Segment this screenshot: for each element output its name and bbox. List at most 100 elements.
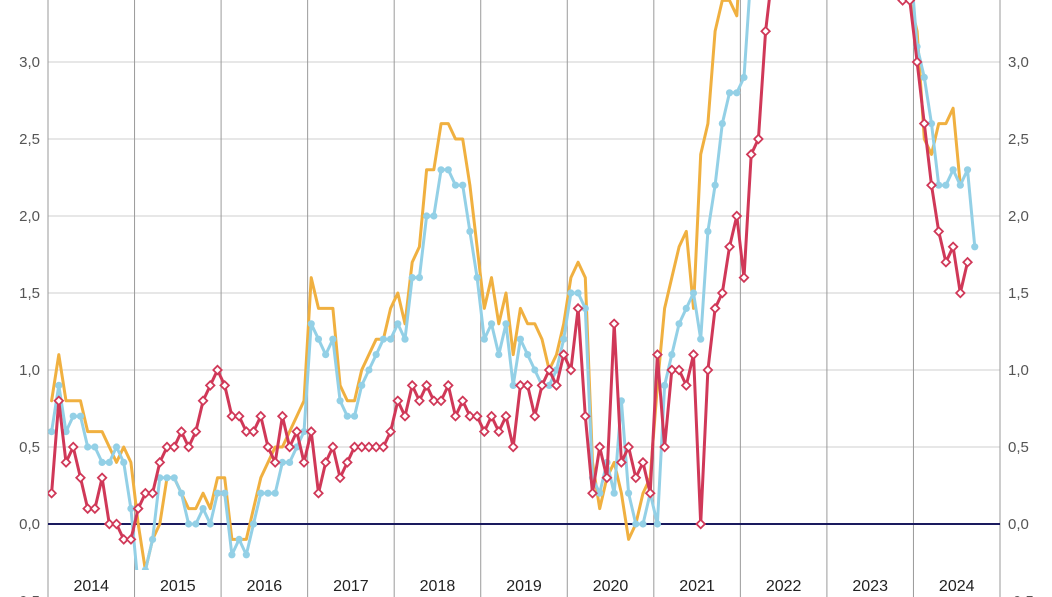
series-2-point	[84, 443, 92, 451]
series-2-point	[459, 181, 467, 189]
series-3-point	[82, 503, 94, 515]
series-3-point	[385, 426, 397, 438]
series-3-point	[514, 379, 526, 391]
y-tick-label-right: 2,0	[1008, 208, 1029, 225]
series-2-point	[495, 351, 503, 359]
series-2-point	[697, 335, 705, 343]
series-3-point	[377, 441, 389, 453]
series-3-point	[226, 410, 238, 422]
series-2-point	[235, 535, 243, 544]
x-tick-label-year: 2017	[333, 578, 369, 595]
series-3-point	[940, 256, 952, 268]
series-2-point	[711, 181, 719, 189]
y-tick-label-right: 3,0	[1008, 54, 1029, 71]
series-3-point	[248, 426, 260, 438]
series-3-point	[630, 472, 642, 484]
series-3-point	[161, 441, 173, 453]
series-3-point	[154, 456, 166, 468]
series-2-point	[632, 520, 640, 528]
series-3-point	[962, 256, 974, 268]
series-3-point	[587, 487, 598, 499]
series-3-point	[522, 379, 534, 391]
series-3-point	[269, 456, 281, 468]
series-2-point	[444, 166, 452, 174]
series-2-point	[199, 505, 207, 513]
series-3-point	[406, 379, 418, 391]
series-3-point	[197, 395, 209, 407]
series-3-point	[738, 272, 750, 284]
series-2-point	[112, 443, 121, 451]
series-3-point	[709, 302, 721, 314]
series-2-point	[725, 89, 734, 97]
series-2-point	[639, 520, 647, 528]
series-2-point	[206, 520, 214, 528]
series-3-point	[731, 210, 743, 222]
series-2-point	[401, 335, 409, 343]
series-2-point	[430, 212, 438, 220]
x-tick-label-year: 2018	[420, 578, 456, 595]
series-3-point	[349, 441, 360, 453]
series-3-point	[341, 456, 353, 468]
series-2-point	[502, 320, 510, 328]
series-3-point	[507, 441, 519, 453]
series-2-point	[509, 381, 517, 389]
series-3-point	[48, 487, 58, 499]
y-tick-label-left: 1,5	[19, 285, 40, 302]
series-3-point	[421, 379, 433, 391]
series-2-point	[949, 166, 957, 174]
series-3-point	[103, 518, 115, 530]
series-2-point	[451, 181, 460, 189]
series-3-point	[284, 441, 296, 453]
series-3-point	[897, 0, 909, 6]
series-2-point	[98, 458, 106, 466]
series-3-point	[60, 456, 72, 468]
series-3-point	[442, 379, 454, 391]
x-tick-label-year: 2019	[506, 578, 542, 595]
series-3-point	[464, 410, 476, 422]
x-tick-label-year: 2022	[766, 578, 802, 595]
series-2-point	[177, 489, 186, 497]
x-tick-label-year: 2020	[593, 578, 629, 595]
series-3-point	[255, 410, 267, 422]
series-3-point	[601, 472, 613, 484]
series-layer	[48, 0, 979, 570]
y-tick-label-left: 0,5	[19, 439, 40, 456]
series-2-point	[105, 458, 113, 466]
y-tick-label-right: -0,5	[1008, 593, 1034, 597]
series-3-point	[118, 533, 130, 545]
series-3-point	[579, 410, 591, 422]
series-3-point	[305, 426, 317, 438]
series-2-point	[480, 335, 488, 343]
series-2-point	[675, 320, 683, 328]
series-2-point	[531, 366, 539, 374]
series-3-point	[298, 456, 310, 468]
series-2-point	[213, 489, 222, 497]
y-tick-label-left: 2,5	[19, 131, 40, 148]
series-2-point	[379, 335, 387, 343]
series-2-point	[48, 428, 56, 436]
series-3-point	[724, 241, 736, 253]
series-2-point	[487, 320, 496, 328]
series-line-1	[50, 0, 962, 570]
series-3-point	[334, 472, 346, 484]
series-2-point	[394, 320, 402, 328]
y-tick-label-left: 2,0	[19, 208, 40, 225]
series-2-point	[661, 381, 669, 389]
series-3-point	[457, 395, 469, 407]
series-2-point	[668, 351, 676, 359]
series-3-point	[139, 487, 151, 499]
series-2-point	[689, 289, 698, 297]
series-2-point	[423, 212, 431, 220]
series-2-point	[221, 489, 229, 497]
series-3-point	[190, 426, 202, 438]
series-2-point	[545, 381, 553, 389]
series-2-point	[264, 489, 272, 497]
series-3-point	[312, 487, 324, 499]
series-3-point	[695, 518, 707, 530]
series-2-point	[170, 474, 178, 482]
series-3-point	[673, 364, 685, 376]
series-2-point	[120, 458, 128, 466]
y-tick-label-right: 1,5	[1008, 285, 1029, 302]
